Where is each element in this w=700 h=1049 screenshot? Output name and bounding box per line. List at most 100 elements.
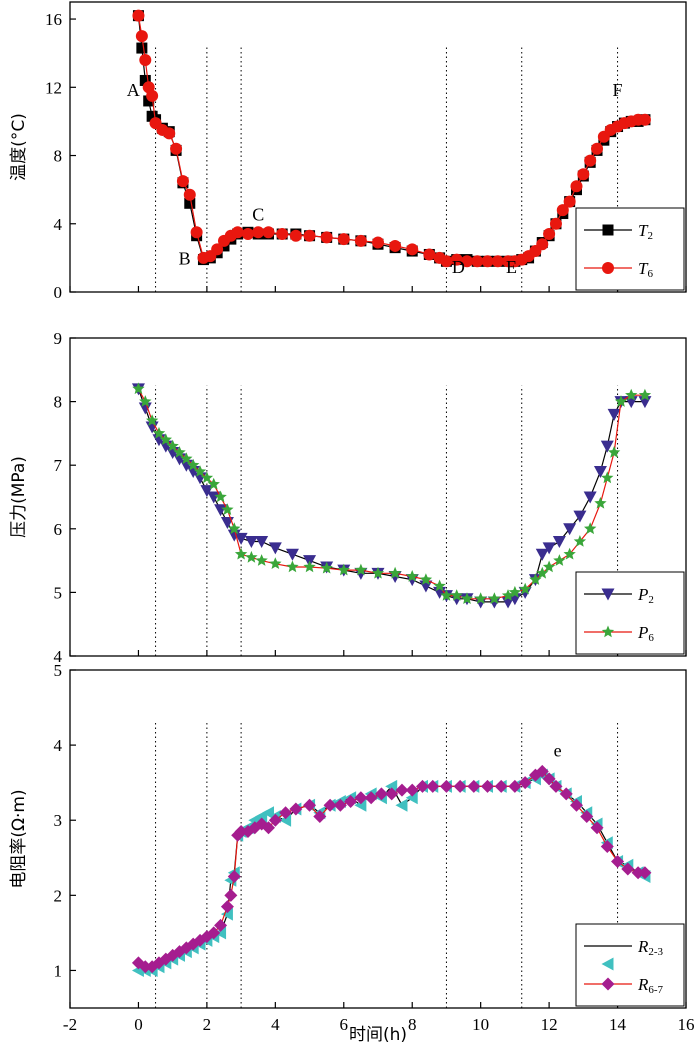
data-point-resistivity-1 xyxy=(214,918,228,932)
data-point-pressure-1 xyxy=(200,471,214,484)
annotation-temperature-5: F xyxy=(613,80,623,100)
data-point-pressure-1 xyxy=(320,561,333,574)
data-point-temperature-1 xyxy=(276,228,289,240)
data-point-temperature-1 xyxy=(146,89,159,102)
data-point-resistivity-0 xyxy=(405,791,418,805)
data-point-temperature-1 xyxy=(170,142,183,155)
data-point-pressure-1 xyxy=(519,582,532,595)
data-point-temperature-1 xyxy=(406,243,419,256)
data-point-pressure-1 xyxy=(337,563,350,576)
y-axis-title-pressure: 压力(MPa) xyxy=(9,456,29,538)
x-tick-label-2: 2 xyxy=(203,1015,212,1034)
data-point-pressure-0 xyxy=(607,408,621,421)
data-point-pressure-1 xyxy=(207,477,220,490)
data-point-pressure-1 xyxy=(371,566,385,579)
data-point-resistivity-1 xyxy=(600,840,614,854)
data-point-pressure-0 xyxy=(552,536,566,549)
legend-label-sub: 6 xyxy=(648,632,654,644)
data-point-temperature-1 xyxy=(320,231,333,244)
data-point-temperature-1 xyxy=(549,217,562,230)
data-point-resistivity-1 xyxy=(611,855,625,869)
plot-frame-pressure xyxy=(69,337,687,657)
data-point-resistivity-1 xyxy=(279,806,293,820)
data-point-temperature-1 xyxy=(563,195,576,208)
data-point-resistivity-1 xyxy=(234,824,248,838)
y-tick-label-resistivity-1: 2 xyxy=(54,886,63,905)
data-point-pressure-1 xyxy=(625,388,638,401)
data-point-resistivity-1 xyxy=(207,926,221,940)
data-point-pressure-1 xyxy=(433,579,446,592)
data-point-temperature-1 xyxy=(190,226,203,239)
data-point-temperature-1 xyxy=(337,233,350,246)
y-tick-label-temperature-0: 0 xyxy=(54,283,63,302)
x-tick-label-8: 14 xyxy=(609,1015,627,1034)
data-point-pressure-0 xyxy=(535,548,549,561)
series-line-resistivity-0 xyxy=(138,774,646,971)
data-point-resistivity-1 xyxy=(313,809,327,823)
series-line-temperature-1 xyxy=(137,15,645,262)
series-pressure-0 xyxy=(131,383,652,609)
data-point-temperature-0 xyxy=(139,74,151,86)
data-point-resistivity-0 xyxy=(395,798,408,812)
data-point-temperature-1 xyxy=(481,255,494,268)
series-pressure-1 xyxy=(132,382,652,604)
data-point-resistivity-1 xyxy=(227,870,241,884)
data-point-temperature-1 xyxy=(584,154,597,167)
data-point-temperature-1 xyxy=(591,142,604,155)
data-point-pressure-1 xyxy=(460,592,474,604)
data-point-pressure-1 xyxy=(584,522,597,535)
data-point-temperature-1 xyxy=(241,228,254,240)
data-point-pressure-1 xyxy=(542,560,556,573)
y-tick-label-resistivity-2: 3 xyxy=(54,811,63,830)
legend-label-sub: 2 xyxy=(647,230,653,242)
annotation-temperature-4: E xyxy=(506,257,517,277)
x-tick-label-5: 8 xyxy=(408,1015,417,1034)
data-point-resistivity-1 xyxy=(453,779,467,793)
data-point-temperature-1 xyxy=(440,255,453,268)
data-point-temperature-0 xyxy=(184,197,196,209)
series-temperature-0 xyxy=(132,10,651,267)
data-point-pressure-1 xyxy=(553,554,566,566)
data-point-resistivity-1 xyxy=(344,794,358,808)
data-point-resistivity-1 xyxy=(323,798,337,812)
data-point-resistivity-1 xyxy=(508,779,522,793)
data-point-pressure-0 xyxy=(563,523,577,536)
data-point-resistivity-1 xyxy=(395,783,409,797)
data-point-pressure-1 xyxy=(146,414,159,426)
y-tick-label-temperature-4: 16 xyxy=(45,10,62,29)
data-point-pressure-1 xyxy=(601,471,614,484)
data-point-pressure-0 xyxy=(244,536,258,549)
data-point-pressure-1 xyxy=(234,547,248,560)
data-point-temperature-1 xyxy=(491,255,504,268)
x-tick-label-0: -2 xyxy=(63,1015,77,1034)
data-point-resistivity-1 xyxy=(354,791,368,805)
data-point-resistivity-1 xyxy=(385,787,399,801)
data-point-pressure-1 xyxy=(245,550,258,563)
y-tick-label-resistivity-3: 4 xyxy=(54,736,63,755)
data-point-temperature-1 xyxy=(176,175,189,188)
data-point-pressure-1 xyxy=(180,452,193,465)
data-point-resistivity-1 xyxy=(549,779,563,793)
data-point-resistivity-1 xyxy=(364,791,378,805)
data-point-resistivity-0 xyxy=(385,779,398,793)
data-point-resistivity-1 xyxy=(467,779,481,793)
legend-label-sub: 6-7 xyxy=(648,984,663,996)
y-tick-label-pressure-0: 4 xyxy=(54,647,63,666)
data-point-resistivity-1 xyxy=(638,866,652,880)
data-point-resistivity-1 xyxy=(138,960,152,974)
data-point-pressure-0 xyxy=(593,466,607,479)
data-point-temperature-1 xyxy=(570,180,583,193)
data-point-pressure-0 xyxy=(200,485,214,498)
data-point-resistivity-1 xyxy=(590,821,604,835)
data-point-temperature-1 xyxy=(543,228,556,240)
data-point-resistivity-1 xyxy=(415,779,429,793)
data-point-resistivity-1 xyxy=(224,888,238,902)
data-point-pressure-1 xyxy=(406,570,419,582)
data-point-resistivity-1 xyxy=(494,779,508,793)
data-point-resistivity-1 xyxy=(542,772,556,786)
y-tick-label-resistivity-0: 1 xyxy=(54,961,63,980)
data-point-resistivity-1 xyxy=(268,813,282,827)
legend-marker-temperature-0 xyxy=(602,224,614,236)
data-point-temperature-1 xyxy=(354,234,367,247)
